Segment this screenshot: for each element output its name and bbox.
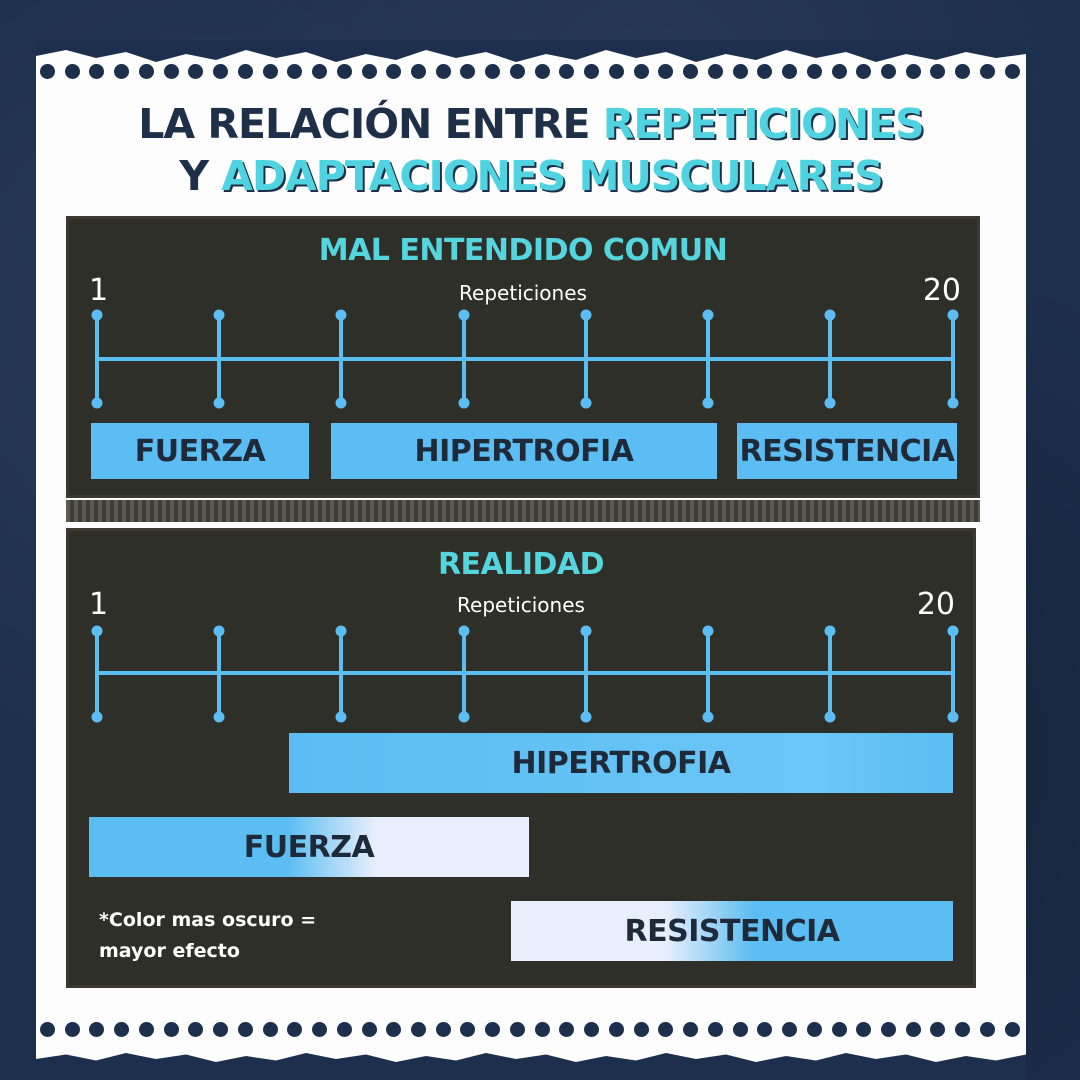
legend-note: *Color mas oscuro = mayor efecto <box>99 909 317 962</box>
rep-axis <box>91 309 959 409</box>
axis-max-label: 20 <box>922 273 961 308</box>
title-plain-1: LA RELACIÓN ENTRE <box>138 100 603 148</box>
bar-label: HIPERTROFIA <box>414 433 634 469</box>
panel-reality: REALIDAD Repeticiones 1 20 HIPERTROFIA F… <box>66 528 976 988</box>
bar-label: RESISTENCIA <box>624 913 840 949</box>
torn-edge-bottom <box>36 1053 1026 1080</box>
panel-divider <box>66 500 980 522</box>
main-title-line1: LA RELACIÓN ENTRE REPETICIONES <box>36 98 1026 150</box>
punch-holes-bottom <box>40 1022 1020 1037</box>
axis-min-label: 1 <box>89 273 109 308</box>
bar-hipertrofia-reality: HIPERTROFIA <box>289 733 953 793</box>
title-plain-2: Y <box>179 152 222 200</box>
panel-heading-misconception: MAL ENTENDIDO COMUN <box>318 233 728 268</box>
axis-label-reps: Repeticiones <box>457 593 585 617</box>
bar-label: FUERZA <box>134 433 266 469</box>
title-highlight-2: ADAPTACIONES MUSCULARES <box>221 152 883 200</box>
axis-min-label: 1 <box>89 587 109 622</box>
torn-edge-top <box>36 40 1026 62</box>
axis-label-reps: Repeticiones <box>459 281 587 305</box>
panel-misconception: MAL ENTENDIDO COMUN Repeticiones 1 20 FU… <box>66 216 980 498</box>
bar-hipertrofia-misconception: HIPERTROFIA <box>331 423 717 479</box>
bar-fuerza-reality: FUERZA <box>89 817 529 877</box>
bar-label: FUERZA <box>243 829 375 865</box>
axis-max-label: 20 <box>916 587 955 622</box>
punch-holes-top <box>40 64 1020 79</box>
bar-resistencia-reality: RESISTENCIA <box>511 901 953 961</box>
bar-label: RESISTENCIA <box>739 433 955 469</box>
title-highlight-1: REPETICIONES <box>602 100 925 148</box>
bar-resistencia-misconception: RESISTENCIA <box>737 423 957 479</box>
main-title-line2: Y ADAPTACIONES MUSCULARES <box>36 150 1026 202</box>
rep-axis <box>91 625 959 723</box>
bar-label: HIPERTROFIA <box>511 745 731 781</box>
panel-heading-reality: REALIDAD <box>437 547 605 582</box>
bar-fuerza-misconception: FUERZA <box>91 423 309 479</box>
